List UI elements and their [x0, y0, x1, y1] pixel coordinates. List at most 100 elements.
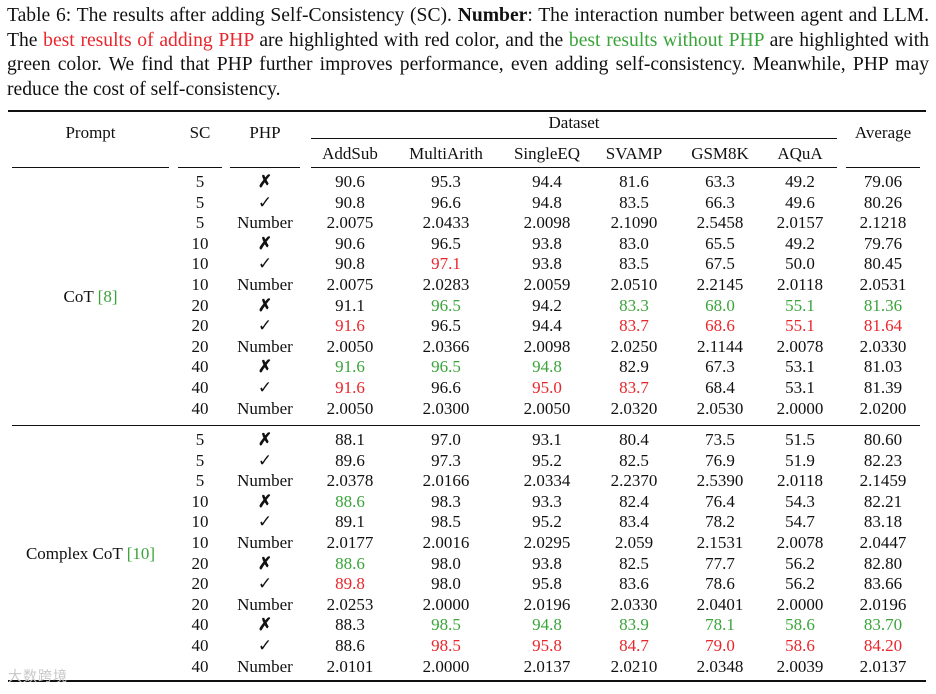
cell-aqua: 51.5 [785, 430, 815, 449]
cell-php: ✓ [257, 192, 273, 212]
cell-average: 81.64 [863, 316, 903, 336]
cell-multiarith: 2.0016 [422, 533, 470, 552]
cell-addsub: 91.6 [335, 378, 365, 397]
cell-singleeq: 2.0334 [523, 471, 571, 491]
header-dataset: Dataset [548, 113, 600, 132]
cell-multiarith: 98.5 [431, 512, 461, 532]
cell-average: 2.0200 [859, 398, 907, 418]
cell-svamp: 83.5 [619, 192, 649, 212]
cell-svamp: 2.0330 [610, 594, 658, 614]
cell-aqua: 56.2 [785, 574, 815, 594]
cell-sc: 5 [195, 471, 205, 491]
cell-addsub: 91.6 [335, 357, 365, 377]
cell-addsub: 89.6 [335, 450, 365, 470]
cell-multiarith: 98.0 [431, 553, 461, 573]
cell-php: ✗ [257, 295, 273, 315]
bottom-rule [8, 680, 926, 682]
cell-svamp: 2.0320 [610, 398, 658, 418]
cell-singleeq: 95.2 [532, 450, 562, 470]
cell-sc: 40 [191, 615, 209, 635]
cell-addsub: 2.0253 [326, 594, 374, 614]
cell-singleeq: 94.2 [532, 295, 562, 315]
cell-addsub: 2.0075 [326, 275, 374, 294]
cell-gsm8k: 73.5 [705, 430, 735, 449]
cell-php: ✓ [257, 636, 273, 655]
cell-multiarith: 2.0000 [422, 656, 470, 676]
header-average: Average [854, 123, 912, 142]
cell-sc: 40 [191, 398, 209, 418]
cell-svamp: 83.0 [619, 233, 649, 253]
cell-aqua: 2.0000 [776, 398, 824, 418]
cell-sc: 20 [191, 574, 209, 594]
cell-aqua: 2.0078 [776, 533, 824, 552]
cell-gsm8k: 2.1531 [696, 533, 744, 552]
cell-gsm8k: 67.3 [705, 357, 735, 377]
cell-gsm8k: 77.7 [705, 553, 735, 573]
cell-singleeq: 94.8 [532, 192, 562, 212]
cell-average: 80.45 [863, 254, 903, 274]
caption-red-highlight: best results of adding PHP [43, 29, 254, 51]
cell-svamp: 83.9 [619, 615, 649, 635]
cell-singleeq: 93.3 [532, 491, 562, 511]
cell-svamp: 82.9 [619, 357, 649, 377]
cell-svamp: 2.059 [614, 533, 654, 552]
cell-singleeq: 93.8 [532, 254, 562, 274]
cell-gsm8k: 2.0401 [696, 594, 744, 614]
cell-aqua: 50.0 [785, 254, 815, 274]
cell-multiarith: 2.0283 [422, 275, 470, 294]
cell-svamp: 82.5 [619, 553, 649, 573]
cell-addsub: 90.6 [335, 233, 365, 253]
cell-singleeq: 95.8 [532, 574, 562, 594]
cell-addsub: 88.6 [335, 491, 365, 511]
cell-aqua: 55.1 [785, 295, 815, 315]
cell-average: 79.06 [863, 172, 903, 191]
cell-sc: 20 [191, 316, 209, 336]
cell-sc: 10 [191, 233, 209, 253]
cell-addsub: 88.6 [335, 553, 365, 573]
cell-php: Number [237, 336, 293, 356]
citation-link[interactable]: [8] [97, 287, 118, 306]
cell-svamp: 83.7 [619, 316, 649, 336]
citation-link[interactable]: [10] [126, 544, 156, 563]
cell-aqua: 2.0039 [776, 656, 824, 676]
cell-sc: 40 [191, 357, 209, 377]
cell-sc: 40 [191, 636, 209, 655]
cell-gsm8k: 2.0530 [696, 398, 744, 418]
cell-singleeq: 94.4 [532, 172, 562, 191]
top-rule [8, 110, 926, 112]
cell-gsm8k: 65.5 [705, 233, 735, 253]
cell-php: Number [237, 656, 293, 676]
cell-sc: 20 [191, 336, 209, 356]
cell-sc: 20 [191, 553, 209, 573]
cell-svamp: 81.6 [619, 172, 649, 191]
cell-average: 81.03 [863, 357, 903, 377]
cell-svamp: 82.4 [619, 491, 649, 511]
cell-singleeq: 94.4 [532, 316, 562, 336]
cell-sc: 5 [195, 172, 205, 191]
header-rule-prompt [12, 167, 169, 168]
cell-singleeq: 2.0196 [523, 594, 571, 614]
cell-gsm8k: 2.5390 [696, 471, 744, 491]
cell-php: ✓ [257, 574, 273, 594]
cell-multiarith: 97.3 [431, 450, 461, 470]
cell-average: 2.0447 [859, 533, 907, 552]
cell-addsub: 2.0050 [326, 398, 374, 418]
cell-gsm8k: 63.3 [705, 172, 735, 191]
cell-php: Number [237, 275, 293, 294]
cell-svamp: 80.4 [619, 430, 649, 449]
cell-addsub: 88.6 [335, 636, 365, 655]
cell-gsm8k: 2.2145 [696, 275, 744, 294]
cell-average: 80.60 [863, 430, 903, 449]
caption-intro: Table 6: The results after adding Self-C… [7, 5, 458, 26]
cell-multiarith: 96.5 [431, 233, 461, 253]
header-php: PHP [249, 123, 281, 142]
cell-gsm8k: 2.5458 [696, 213, 744, 233]
cell-php: Number [237, 471, 293, 491]
cell-gsm8k: 2.0348 [696, 656, 744, 676]
cell-gsm8k: 78.6 [705, 574, 735, 594]
cell-aqua: 55.1 [785, 316, 815, 336]
cell-aqua: 53.1 [785, 378, 815, 397]
cell-average: 81.36 [863, 295, 903, 315]
cell-aqua: 58.6 [785, 636, 815, 655]
caption-green-highlight: best results without PHP [568, 29, 764, 51]
